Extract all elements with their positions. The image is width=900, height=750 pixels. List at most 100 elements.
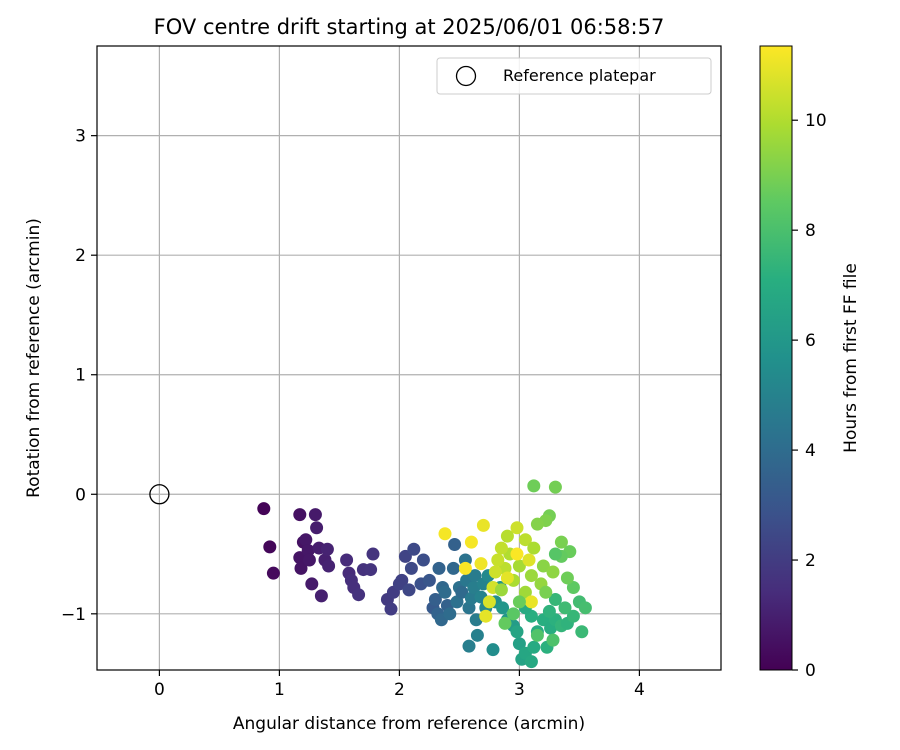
data-point (301, 543, 315, 557)
data-point (305, 577, 319, 591)
data-point (548, 592, 562, 606)
data-point (488, 565, 502, 579)
data-point (462, 639, 476, 653)
data-point (438, 585, 452, 599)
data-point (527, 640, 541, 654)
data-point (578, 601, 592, 615)
data-point (498, 616, 512, 630)
data-point (455, 585, 469, 599)
data-point (530, 628, 544, 642)
data-points (257, 479, 592, 669)
data-point (500, 571, 514, 585)
legend-label: Reference platepar (503, 66, 656, 85)
x-ticks: 0 1 2 3 4 (154, 670, 645, 700)
data-point (510, 521, 524, 535)
data-point (446, 561, 460, 575)
data-point (510, 547, 524, 561)
data-point (474, 557, 488, 571)
colorbar-tick-label: 6 (805, 331, 816, 351)
y-ticks: −1 0 1 2 3 (61, 127, 97, 625)
data-point (428, 592, 442, 606)
data-point (450, 595, 464, 609)
data-point (464, 535, 478, 549)
data-point (500, 529, 514, 543)
colorbar-tick-label: 2 (805, 551, 816, 571)
data-point (494, 583, 508, 597)
data-point (506, 607, 520, 621)
data-point (266, 566, 280, 580)
colorbar-tick-label: 0 (805, 661, 816, 681)
data-point (512, 559, 526, 573)
data-point (422, 573, 436, 587)
data-point (546, 633, 560, 647)
data-point (536, 559, 550, 573)
data-point (566, 609, 580, 623)
data-point (299, 533, 313, 547)
grid (97, 46, 721, 670)
data-point (294, 561, 308, 575)
y-tick-label: −1 (61, 605, 86, 625)
data-point (395, 573, 409, 587)
data-point (554, 535, 568, 549)
data-point (524, 655, 538, 669)
data-point (448, 537, 462, 551)
colorbar-tick-label: 8 (805, 221, 816, 241)
data-point (512, 595, 526, 609)
data-point (438, 527, 452, 541)
data-point (524, 569, 538, 583)
data-point (542, 604, 556, 618)
data-point (512, 637, 526, 651)
data-point (482, 595, 496, 609)
data-point (494, 541, 508, 555)
data-point (352, 588, 366, 602)
data-point (458, 561, 472, 575)
data-point (527, 541, 541, 555)
data-point (366, 547, 380, 561)
reference-platepar-point (149, 484, 170, 505)
y-tick-label: 2 (75, 246, 86, 266)
y-tick-label: 3 (75, 127, 86, 147)
data-point (486, 643, 500, 657)
data-point (407, 542, 421, 556)
data-point (257, 502, 271, 516)
reference-marker (149, 484, 170, 505)
data-point (416, 553, 430, 567)
data-point (575, 625, 589, 639)
data-point (518, 585, 532, 599)
chart-title: FOV centre drift starting at 2025/06/01 … (154, 15, 665, 39)
data-point (320, 542, 334, 556)
x-tick-label: 4 (634, 680, 645, 700)
data-point (308, 508, 322, 522)
data-point (510, 625, 524, 639)
data-point (302, 553, 316, 567)
data-point (443, 607, 457, 621)
data-point (384, 602, 398, 616)
data-point (548, 480, 562, 494)
data-point (566, 581, 580, 595)
x-axis-label: Angular distance from reference (arcmin) (233, 714, 585, 734)
colorbar-ticks: 0 2 4 6 8 10 (792, 111, 827, 681)
data-point (263, 540, 277, 554)
data-point (524, 595, 538, 609)
x-tick-label: 2 (394, 680, 405, 700)
data-point (539, 585, 553, 599)
data-point (496, 601, 510, 615)
data-point (560, 571, 574, 585)
plot-frame (96, 45, 722, 671)
legend: Reference platepar (436, 57, 712, 95)
x-tick-label: 3 (514, 680, 525, 700)
colorbar-label: Hours from first FF file (841, 263, 861, 453)
data-point (530, 517, 544, 531)
data-point (404, 561, 418, 575)
data-point (314, 589, 328, 603)
data-point (322, 559, 336, 573)
x-tick-label: 0 (154, 680, 165, 700)
data-point (432, 561, 446, 575)
data-point (340, 553, 354, 567)
data-point (548, 547, 562, 561)
data-point (476, 518, 490, 532)
data-point (527, 479, 541, 493)
data-point (464, 591, 478, 605)
data-point (468, 569, 482, 583)
